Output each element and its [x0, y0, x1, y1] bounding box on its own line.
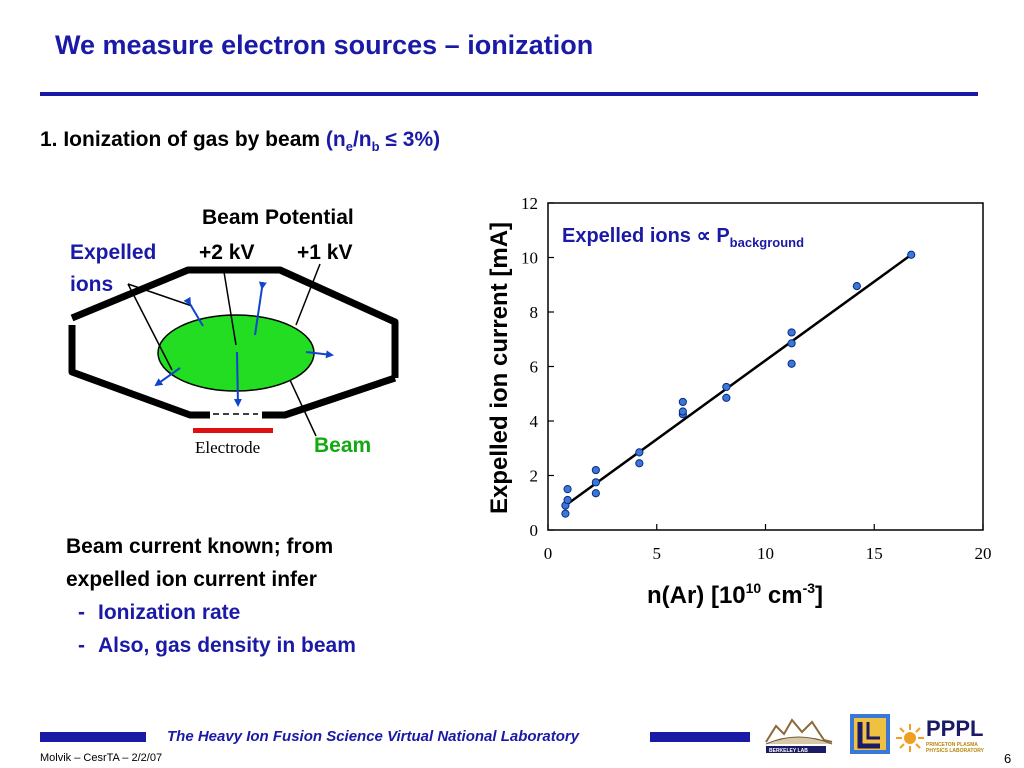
ion-arrow-3 [305, 350, 334, 359]
footer-bar-right [650, 732, 750, 742]
data-point [563, 485, 572, 494]
data-point [907, 250, 916, 259]
data-points [561, 250, 916, 518]
pppl-wordmark: PPPL [926, 716, 984, 741]
y-axis-ticks: 0 2 4 6 8 10 12 [521, 194, 554, 540]
ion-arrow-2 [254, 281, 267, 336]
inference-line-1: Beam current known; from [66, 535, 334, 558]
llnl-logo [850, 714, 890, 754]
beam-potential-label: Beam Potential [202, 206, 354, 229]
expelled-ions-label-1: Expelled [70, 241, 156, 264]
leader-plus2kv [223, 271, 237, 346]
page-number: 6 [1004, 751, 1012, 766]
item-text: Also, gas density in beam [98, 634, 356, 657]
y-tick-label: 2 [530, 467, 539, 486]
ratio-sub-e: e [345, 139, 353, 155]
ratio-rest: ≤ 3%) [379, 128, 441, 151]
item-text: Ionization rate [98, 601, 241, 624]
point-1-prefix: 1. Ionization of gas by beam [40, 128, 326, 151]
x-tick-label: 0 [544, 544, 553, 563]
expelled-ions-label-2: ions [70, 273, 113, 296]
y-tick-label: 4 [530, 412, 539, 431]
data-point [563, 495, 572, 505]
data-point [591, 489, 600, 498]
footer-bar-left [40, 732, 146, 742]
ion-arrow-4 [154, 367, 181, 387]
inference-item: - Ionization rate [78, 596, 398, 629]
y-tick-label: 12 [521, 194, 538, 213]
ratio-slash-n: /n [352, 128, 372, 151]
data-point [591, 478, 600, 487]
data-point [722, 382, 731, 392]
title-divider [40, 92, 978, 96]
data-point [591, 465, 600, 475]
x-tick-label: 20 [975, 544, 992, 563]
y-tick-label: 10 [521, 249, 538, 268]
beam-label: Beam [314, 434, 371, 457]
svg-text:BERKELEY LAB: BERKELEY LAB [769, 748, 808, 754]
leader-plus1kv [295, 263, 321, 326]
x-axis-ticks: 0 5 10 15 20 [544, 524, 992, 563]
ratio-sub-b: b [371, 139, 380, 155]
footer-lab-name: The Heavy Ion Fusion Science Virtual Nat… [167, 728, 580, 745]
ion-arrow-1 [183, 296, 204, 327]
y-tick-label: 0 [530, 521, 539, 540]
data-point [787, 339, 796, 348]
chart-annotation: Expelled ions ∝ Pbackground [562, 225, 804, 250]
fit-line [564, 253, 912, 507]
y-axis-label: Expelled ion current [mA] [486, 222, 513, 514]
data-point [635, 459, 644, 468]
data-point [852, 282, 861, 291]
data-point [722, 393, 731, 402]
y-tick-label: 6 [530, 358, 539, 377]
plus1kv-label: +1 kV [297, 241, 352, 264]
x-axis-label: n(Ar) [1010 cm-3] [647, 580, 823, 609]
leader-ions-1 [127, 283, 193, 307]
data-point [678, 397, 687, 407]
data-point [787, 359, 796, 368]
pppl-logo: PPPL PRINCETON PLASMA PHYSICS LABORATORY [896, 716, 1014, 756]
x-tick-label: 15 [866, 544, 883, 563]
inference-line-2: expelled ion current infer [66, 568, 317, 591]
footer-author: Molvik – CesrTA – 2/2/07 [40, 752, 163, 764]
x-tick-label: 5 [653, 544, 662, 563]
sunburst-icon [896, 724, 924, 752]
x-tick-label: 10 [757, 544, 774, 563]
item-dash: - [78, 634, 85, 657]
data-point [787, 328, 796, 337]
electrode-label: Electrode [195, 438, 260, 457]
inference-item: - Also, gas density in beam [78, 629, 398, 662]
leader-beam [289, 379, 317, 437]
electrode [193, 428, 273, 433]
chamber-wall-bottom [68, 325, 397, 419]
point-1-ratio: (ne/nb ≤ 3%) [325, 128, 441, 155]
inference-text: Beam current known; from expelled ion cu… [66, 530, 398, 662]
beam-ellipse [157, 314, 315, 392]
ion-current-chart: 0 2 4 6 8 10 12 0 5 10 15 20 Expelled ions ∝ Pback… [486, 194, 992, 609]
y-tick-label: 8 [530, 303, 539, 322]
item-dash: - [78, 601, 85, 624]
data-point [561, 509, 570, 518]
ratio-n: (n [325, 128, 346, 151]
beam-chamber-diagram: Beam Potential +2 kV +1 kV Expelled ions… [68, 206, 399, 457]
slide-title: We measure electron sources – ionization [55, 30, 594, 60]
ion-arrow-5 [233, 351, 242, 407]
chamber-wall-top [70, 266, 399, 378]
berkeley-lab-logo: BERKELEY LAB [762, 712, 836, 756]
leader-ions-2 [127, 283, 173, 371]
data-point [635, 448, 644, 457]
plus2kv-label: +2 kV [199, 241, 254, 264]
pppl-subtitle: PRINCETON PLASMA PHYSICS LABORATORY [926, 742, 984, 754]
data-point [678, 407, 687, 416]
plot-frame [547, 202, 984, 531]
point-1: 1. Ionization of gas by beam (ne/nb ≤ 3%… [40, 128, 440, 154]
